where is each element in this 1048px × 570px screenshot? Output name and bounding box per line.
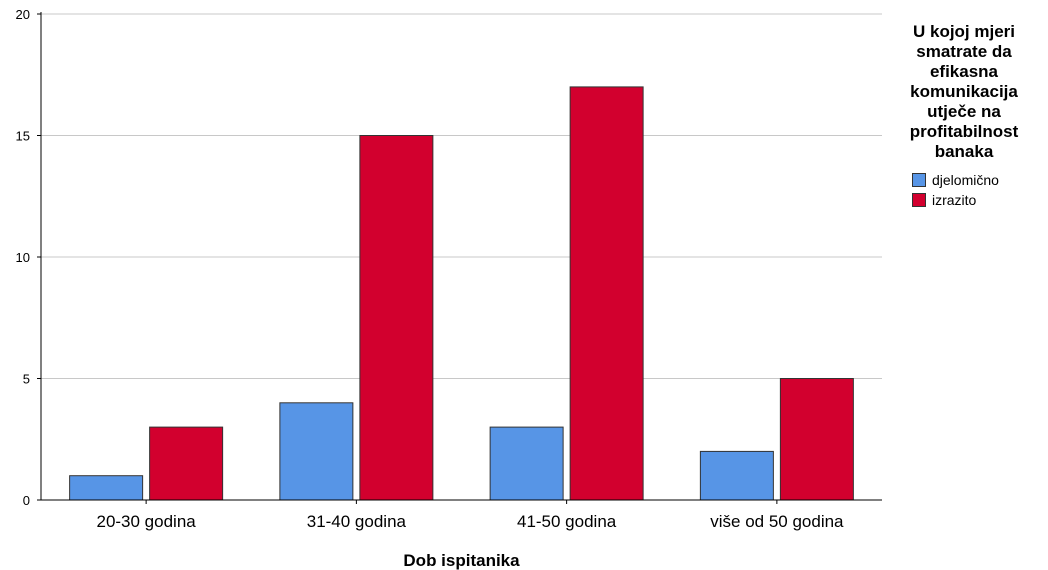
legend-title: U kojoj mjeri smatrate da efikasna komun… <box>909 22 1019 161</box>
x-tick-label: više od 50 godina <box>710 512 844 531</box>
y-tick-label: 5 <box>23 372 30 387</box>
legend-item: djelomično <box>912 170 999 190</box>
x-tick-label: 20-30 godina <box>96 512 196 531</box>
bar-izrazito-1 <box>359 135 434 501</box>
gridlines <box>41 13 882 379</box>
x-axis-title: Dob ispitanika <box>403 551 520 570</box>
legend-label: djelomično <box>932 172 999 188</box>
legend-label: izrazito <box>932 192 977 208</box>
legend: djelomično izrazito <box>912 170 999 210</box>
y-tick-label: 15 <box>16 129 30 144</box>
legend-swatch <box>912 173 926 187</box>
legend-swatch <box>912 193 926 207</box>
bar-izrazito-2 <box>569 86 644 501</box>
y-tick-label: 20 <box>16 7 30 22</box>
bar-djelomično-0 <box>69 475 144 501</box>
bar-izrazito-0 <box>149 426 224 501</box>
y-tick-label: 10 <box>16 250 30 265</box>
x-tick-label: 31-40 godina <box>307 512 407 531</box>
x-tick-label: 41-50 godina <box>517 512 617 531</box>
x-axis-ticks: 20-30 godina 31-40 godina 41-50 godina više… <box>96 500 844 531</box>
y-tick-label: 0 <box>23 493 30 508</box>
bar-djelomično-3 <box>699 450 774 501</box>
bar-djelomično-2 <box>489 426 564 501</box>
legend-item: izrazito <box>912 190 999 210</box>
bar-izrazito-3 <box>779 378 854 501</box>
y-axis-ticks: 0 5 10 15 20 <box>16 7 41 508</box>
bar-djelomično-1 <box>279 402 354 501</box>
bars <box>69 86 854 501</box>
